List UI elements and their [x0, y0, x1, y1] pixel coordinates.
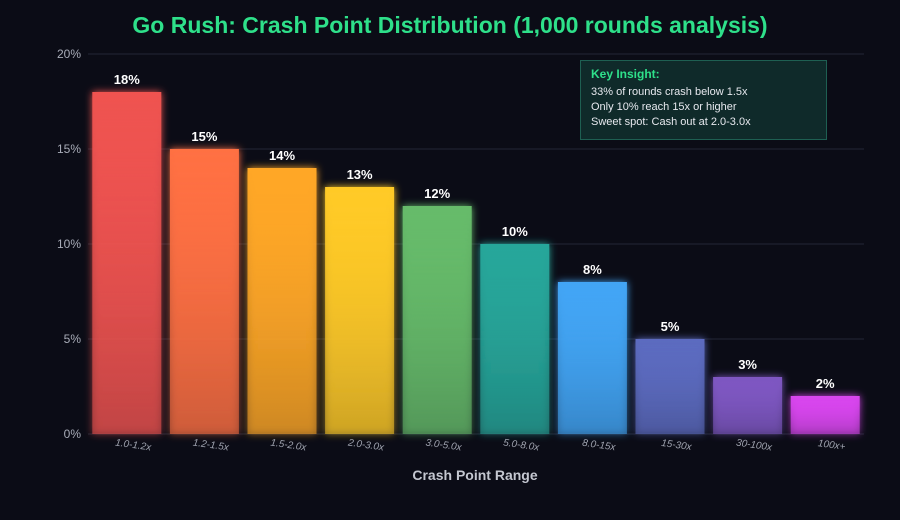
bar-1.0-1.2x [92, 92, 162, 434]
insight-line: Only 10% reach 15x or higher [591, 101, 737, 113]
bar-3.0-5.0x [402, 206, 472, 434]
data-label: 8% [583, 262, 602, 277]
chart-title: Go Rush: Crash Point Distribution (1,000… [132, 12, 768, 38]
x-axis-title: Crash Point Range [412, 467, 537, 483]
bars [92, 92, 860, 434]
x-tick-label: 5.0-8.0x [502, 438, 540, 454]
data-label: 15% [191, 129, 217, 144]
insight-line: Sweet spot: Cash out at 2.0-3.0x [591, 116, 751, 128]
x-tick-label: 3.0-5.0x [425, 438, 463, 454]
y-tick-label: 15% [57, 142, 81, 156]
x-tick-label: 30-100x [735, 438, 773, 454]
x-tick-label: 2.0-3.0x [346, 437, 385, 453]
x-tick-label: 1.5-2.0x [270, 438, 308, 454]
y-axis-ticks: 0% 5% 10% 15% 20% [57, 47, 81, 441]
bar-1.2-1.5x [169, 149, 239, 434]
x-tick-label: 15-30x [660, 438, 693, 453]
x-axis-ticks: 1.0-1.2x 1.2-1.5x 1.5-2.0x 2.0-3.0x 3.0-5.0x… [114, 437, 846, 453]
x-tick-label: 8.0-15x [581, 438, 617, 454]
bar-5.0-8.0x [480, 244, 550, 434]
bar-15-30x [635, 339, 705, 434]
data-label: 13% [347, 167, 373, 182]
data-label: 3% [738, 357, 757, 372]
bar-8.0-15x [557, 282, 627, 434]
data-labels: 18% 15% 14% 13% 12% 10% 8% 5% 3% 2% [114, 72, 835, 391]
insight-title: Key Insight: [591, 67, 660, 81]
y-tick-label: 0% [64, 427, 82, 441]
y-tick-label: 20% [57, 47, 81, 61]
data-label: 5% [661, 319, 680, 334]
data-label: 18% [114, 72, 140, 87]
x-tick-label: 1.0-1.2x [114, 438, 152, 454]
data-label: 14% [269, 148, 295, 163]
bar-100x+ [790, 396, 860, 434]
insight-line: 33% of rounds crash below 1.5x [591, 86, 748, 98]
bar-1.5-2.0x [247, 168, 317, 434]
bar-2.0-3.0x [325, 187, 395, 434]
y-tick-label: 5% [64, 332, 82, 346]
data-label: 12% [424, 186, 450, 201]
bar-30-100x [713, 377, 783, 434]
y-tick-label: 10% [57, 237, 81, 251]
x-tick-label: 1.2-1.5x [192, 438, 230, 454]
x-tick-label: 100x+ [817, 438, 846, 453]
key-insight-box: Key Insight: 33% of rounds crash below 1… [580, 60, 827, 140]
data-label: 2% [816, 376, 835, 391]
data-label: 10% [502, 224, 528, 239]
